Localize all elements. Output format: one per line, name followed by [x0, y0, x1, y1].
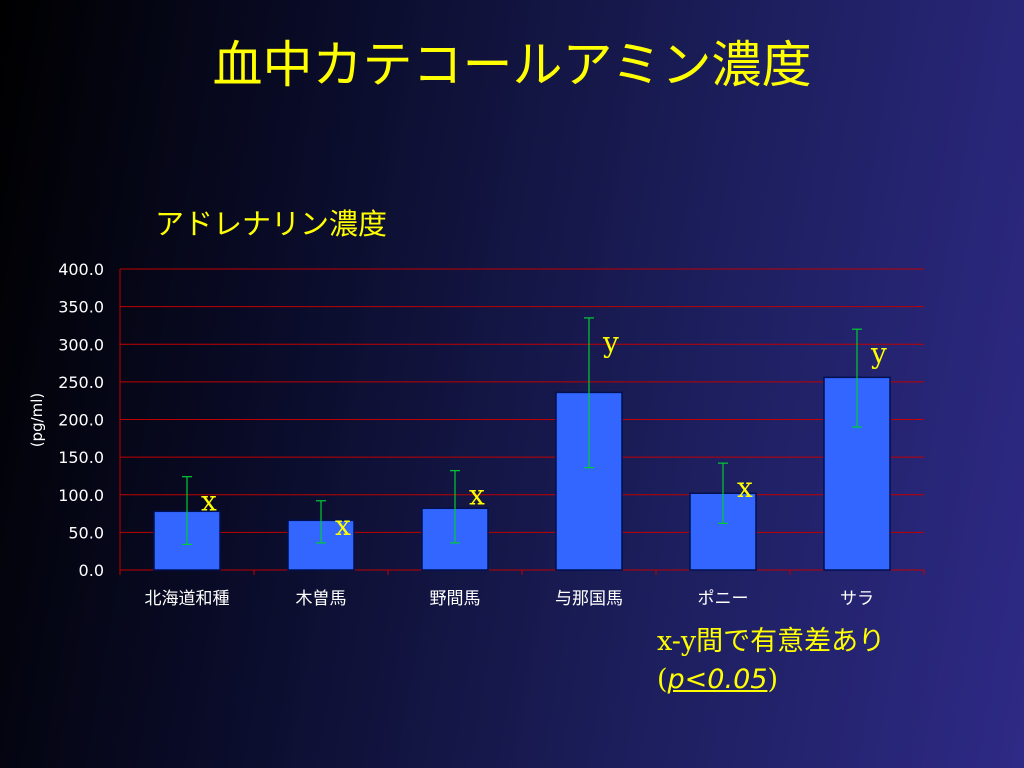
paren-open: ( — [657, 664, 668, 695]
x-tick-label: 野間馬 — [430, 589, 481, 609]
significance-letter: x — [335, 509, 351, 542]
x-tick-label: 木曽馬 — [296, 589, 347, 609]
y-tick-label: 50.0 — [68, 523, 104, 542]
y-tick-label: 200.0 — [58, 411, 104, 430]
x-tick-label: サラ — [840, 589, 874, 609]
y-tick-label: 300.0 — [58, 335, 104, 354]
significance-letter: x — [201, 485, 217, 518]
paren-close: ) — [767, 664, 778, 695]
slide-title: 血中カテコールアミン濃度 — [212, 36, 812, 94]
significance-letter: x — [469, 479, 485, 512]
y-tick-label: 150.0 — [58, 448, 104, 467]
significance-letter: y — [870, 337, 887, 370]
y-tick-label: 250.0 — [58, 373, 104, 392]
x-tick-label: 北海道和種 — [145, 589, 230, 609]
significance-letter: x — [737, 471, 753, 504]
x-tick-label: ポニー — [698, 589, 749, 609]
bar — [823, 376, 891, 571]
y-tick-label: 350.0 — [58, 298, 104, 317]
chart-title: アドレナリン濃度 — [155, 207, 388, 241]
p-value: p<0.05 — [667, 664, 768, 695]
p-value-line: (p<0.05) — [657, 661, 885, 699]
significance-letter: y — [602, 326, 619, 359]
significance-text: x-y間で有意差あり — [657, 626, 886, 657]
y-tick-label: 0.0 — [79, 561, 104, 580]
y-tick-label: 400.0 — [58, 260, 104, 279]
significance-note: x-y間で有意差あり (p<0.05) — [657, 623, 885, 699]
x-tick-label: 与那国馬 — [555, 589, 623, 609]
y-tick-label: 100.0 — [58, 486, 104, 505]
